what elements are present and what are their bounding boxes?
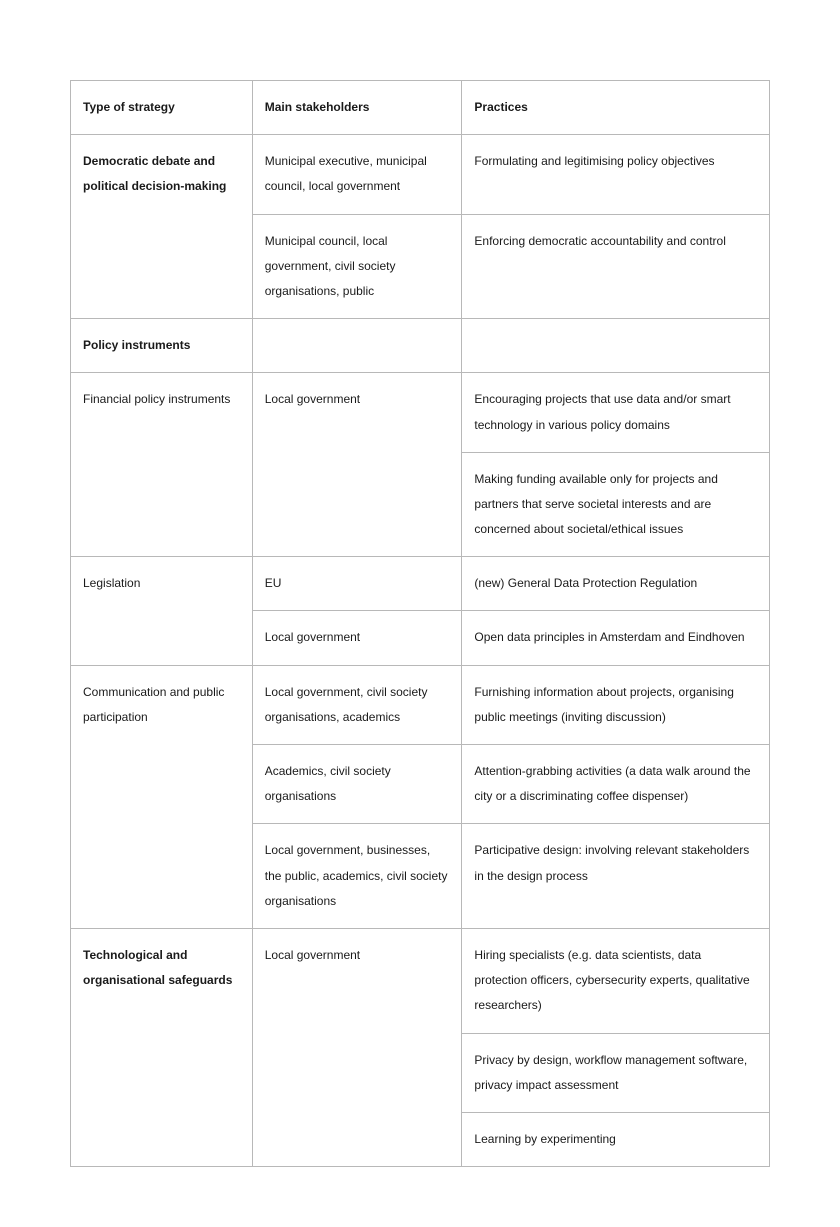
practices-cell: Making funding available only for projec… (462, 452, 770, 557)
practices-cell: Encouraging projects that use data and/o… (462, 373, 770, 452)
header-practices: Practices (462, 81, 770, 135)
table-header-row: Type of strategy Main stakeholders Pract… (71, 81, 770, 135)
table-row: Democratic debate and political decision… (71, 135, 770, 214)
stakeholders-cell: Municipal executive, municipal council, … (252, 135, 462, 214)
table-row: Communication and public participation L… (71, 665, 770, 744)
practices-cell: (new) General Data Protection Regulation (462, 557, 770, 611)
practices-cell: Enforcing democratic accountability and … (462, 214, 770, 319)
practices-cell: Privacy by design, workflow management s… (462, 1033, 770, 1112)
strategy-name: Communication and public participation (71, 665, 253, 928)
stakeholders-cell: Local government (252, 611, 462, 665)
practices-cell: Open data principles in Amsterdam and Ei… (462, 611, 770, 665)
table-row: Technological and organisational safegua… (71, 928, 770, 1033)
section-title: Technological and organisational safegua… (71, 928, 253, 1166)
stakeholders-cell: EU (252, 557, 462, 611)
stakeholders-cell: Local government, businesses, the public… (252, 824, 462, 929)
practices-cell: Attention-grabbing activities (a data wa… (462, 745, 770, 824)
stakeholders-cell: Local government (252, 928, 462, 1166)
empty-cell (252, 319, 462, 373)
strategy-name: Legislation (71, 557, 253, 665)
practices-cell: Formulating and legitimising policy obje… (462, 135, 770, 214)
stakeholders-cell: Municipal council, local government, civ… (252, 214, 462, 319)
page: Type of strategy Main stakeholders Pract… (0, 0, 840, 1227)
header-stakeholders: Main stakeholders (252, 81, 462, 135)
practices-cell: Hiring specialists (e.g. data scientists… (462, 928, 770, 1033)
header-type: Type of strategy (71, 81, 253, 135)
practices-cell: Participative design: involving relevant… (462, 824, 770, 929)
strategy-table: Type of strategy Main stakeholders Pract… (70, 80, 770, 1167)
stakeholders-cell: Academics, civil society organisations (252, 745, 462, 824)
practices-cell: Learning by experimenting (462, 1112, 770, 1166)
section-title: Democratic debate and political decision… (71, 135, 253, 319)
empty-cell (462, 319, 770, 373)
practices-cell: Furnishing information about projects, o… (462, 665, 770, 744)
strategy-name: Financial policy instruments (71, 373, 253, 557)
section-title: Policy instruments (71, 319, 253, 373)
stakeholders-cell: Local government, civil society organisa… (252, 665, 462, 744)
table-row: Policy instruments (71, 319, 770, 373)
table-row: Financial policy instruments Local gover… (71, 373, 770, 452)
stakeholders-cell: Local government (252, 373, 462, 557)
table-row: Legislation EU (new) General Data Protec… (71, 557, 770, 611)
